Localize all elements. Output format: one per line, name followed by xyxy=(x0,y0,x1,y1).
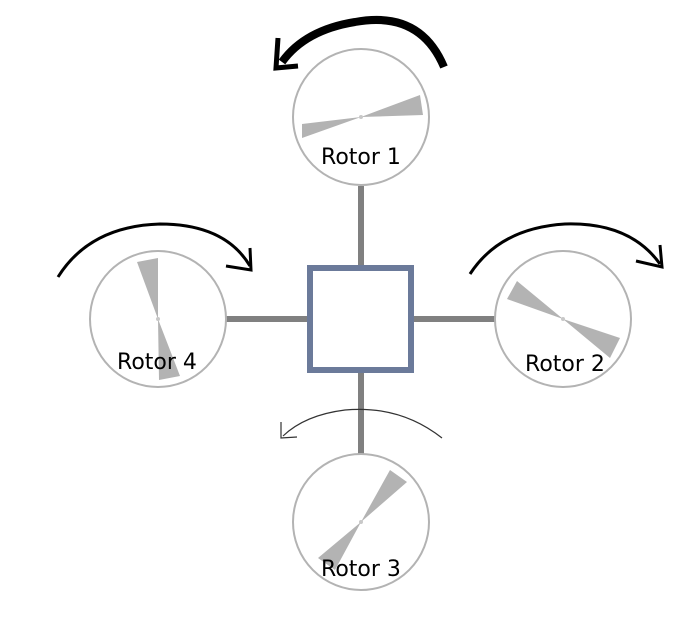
rotor-1-rotation-arrow xyxy=(273,15,448,71)
rotor-3-label: Rotor 3 xyxy=(321,557,401,582)
rotor-3-hub xyxy=(359,520,363,524)
rotor-4-arrowhead-icon xyxy=(225,247,253,272)
rotor-1-label: Rotor 1 xyxy=(321,145,401,170)
rotor-4-arc xyxy=(56,222,252,278)
rotor-2-rotation-arrow xyxy=(468,222,664,275)
rotor-2-arc xyxy=(468,222,662,275)
rotor-1-hub xyxy=(359,115,363,119)
rotor-3-blade xyxy=(318,470,407,570)
rotor-2-hub xyxy=(561,317,565,321)
rotor-3-arc xyxy=(282,408,443,439)
rotor-3-rotation-arrow xyxy=(280,408,443,439)
arms xyxy=(226,186,496,454)
rotor-2-arrowhead-icon xyxy=(635,244,664,269)
rotor-3-arrowhead-icon xyxy=(280,422,298,439)
rotor-1: Rotor 1 xyxy=(292,48,430,186)
rotor-4-rotation-arrow xyxy=(56,222,253,278)
rotor-3: Rotor 3 xyxy=(292,453,430,591)
rotor-4-blade xyxy=(137,258,180,380)
central-body xyxy=(307,265,414,373)
rotor-4: Rotor 4 xyxy=(89,250,227,388)
rotor-1-arc xyxy=(278,15,448,69)
rotor-2-label: Rotor 2 xyxy=(525,352,605,377)
rotor-2: Rotor 2 xyxy=(494,250,632,388)
rotor-4-hub xyxy=(156,317,160,321)
rotor-4-label: Rotor 4 xyxy=(117,350,197,375)
rotor-2-blade xyxy=(507,281,620,358)
rotor-1-arrowhead-icon xyxy=(273,37,299,71)
